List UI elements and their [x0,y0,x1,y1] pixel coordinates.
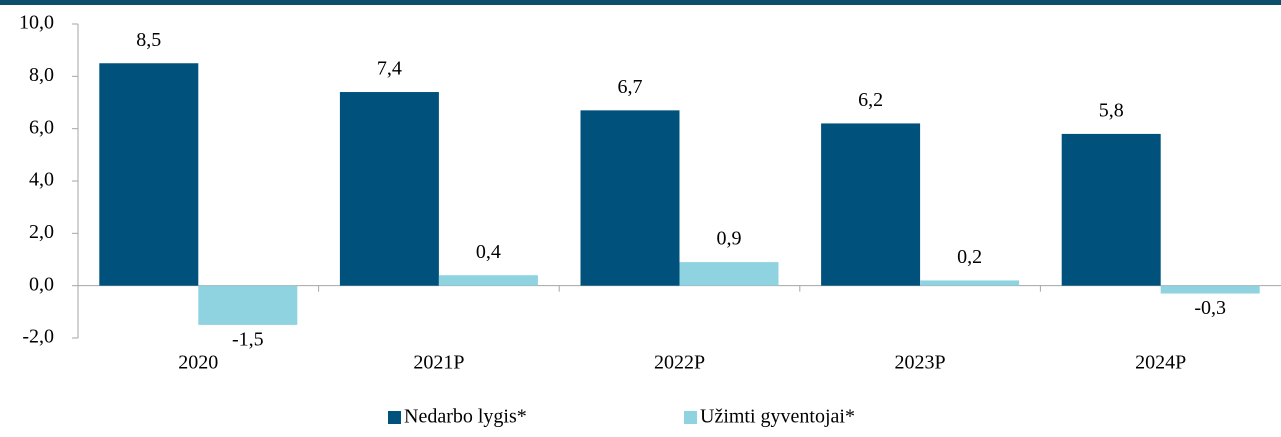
data-label: 6,2 [858,89,883,111]
data-label: 0,2 [957,246,982,268]
data-label: 7,4 [377,58,402,80]
bar [198,285,298,325]
bar [1160,285,1260,294]
bar [580,110,680,286]
legend-label: Nedarbo lygis* [404,406,527,428]
legend-swatch [388,411,401,424]
bar [679,262,779,286]
bar [99,63,199,286]
top-rule [0,0,1281,5]
y-tick-label: 6,0 [29,116,54,138]
bar [339,92,439,286]
y-tick-label: 8,0 [29,64,54,86]
data-label: 0,9 [717,228,742,250]
y-tick-label: 4,0 [29,169,54,191]
legend-label: Užimti gyventojai* [700,406,855,428]
y-tick-label: 10,0 [19,12,54,34]
x-tick-label: 2021P [413,352,464,374]
bar [1061,133,1161,286]
data-label: 6,7 [618,76,643,98]
data-label: 8,5 [136,29,161,51]
data-label: 0,4 [476,241,501,263]
data-label: -1,5 [232,329,264,351]
data-label: 5,8 [1099,99,1124,121]
y-tick-label: 2,0 [29,221,54,243]
x-tick-label: 2023P [895,352,946,374]
bar [920,280,1020,286]
data-label: -0,3 [1194,297,1226,319]
x-tick-label: 2024P [1135,352,1186,374]
bar [438,275,538,286]
x-tick-label: 2020 [178,352,218,374]
x-tick-label: 2022P [654,352,705,374]
bar [821,123,921,286]
y-tick-label: -2,0 [22,326,54,348]
legend-swatch [684,411,697,424]
y-tick-label: 0,0 [29,273,54,295]
